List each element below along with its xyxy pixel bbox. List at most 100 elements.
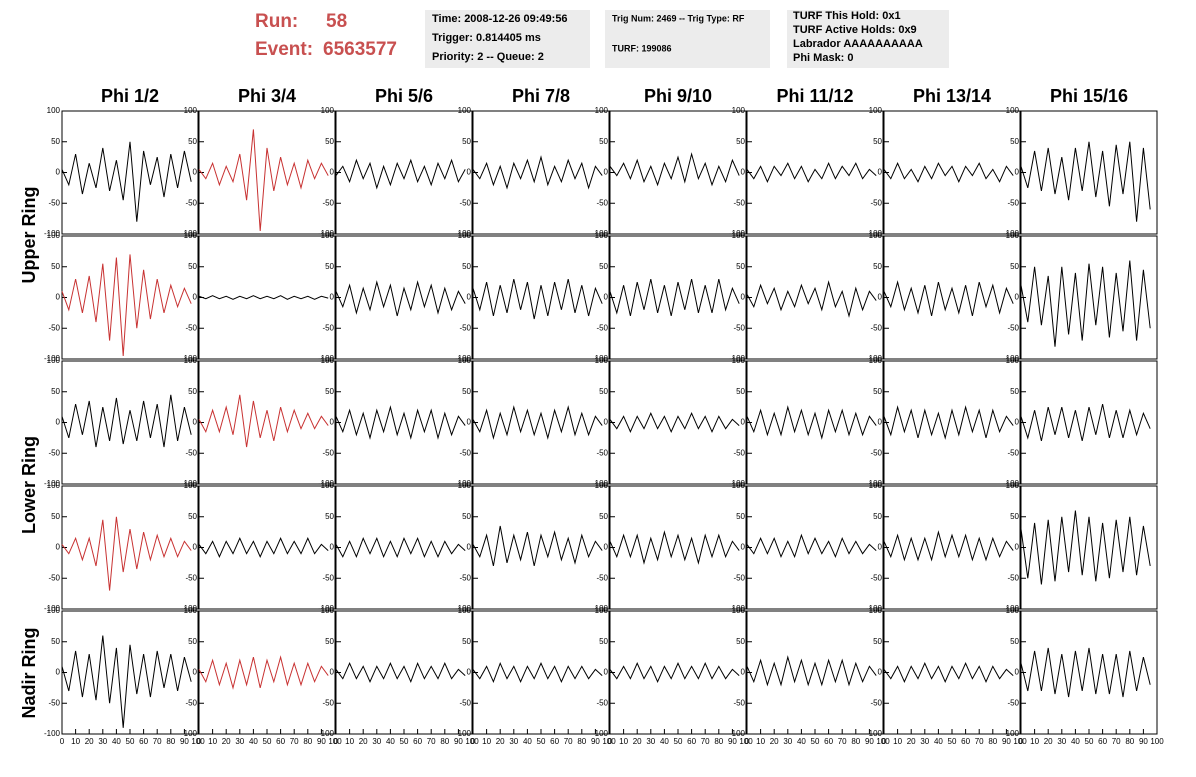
panel-frame [61,610,199,735]
y-tick-label: -100 [455,729,472,738]
y-tick-label: 50 [51,137,60,146]
y-tick-label: 0 [604,543,609,552]
waveform [746,655,877,687]
x-tick-label: 100 [465,737,479,746]
waveform [883,530,1014,562]
panel-frame [609,610,747,735]
y-tick-label: 50 [1010,387,1019,396]
panel-frame [746,485,884,610]
x-tick-label: 0 [882,737,887,746]
y-tick-label: 100 [184,606,198,615]
x-tick-label: 30 [509,737,518,746]
y-tick-label: -50 [733,698,745,707]
x-tick-label: 20 [907,737,916,746]
x-tick-label: 50 [811,737,820,746]
x-tick-label: 60 [824,737,833,746]
x-tick-label: 10 [1030,737,1039,746]
y-tick-label: 0 [56,418,61,427]
x-tick-label: 70 [427,737,436,746]
y-tick-label: 50 [188,262,197,271]
x-tick-label: 60 [550,737,559,746]
panel-frame [883,360,1021,485]
ring-label: Nadir Ring [19,627,39,718]
y-tick-label: 0 [741,168,746,177]
y-tick-label: -100 [455,354,472,363]
waveform [61,635,192,728]
waveform [746,280,877,318]
panel-frame [472,610,610,735]
x-tick-label: 60 [413,737,422,746]
info-line: TURF This Hold: 0x1 [793,10,901,22]
x-tick-label: 50 [674,737,683,746]
panel-frame [1020,610,1158,735]
x-tick-label: 80 [303,737,312,746]
y-tick-label: -50 [48,573,60,582]
y-tick-label: -50 [322,198,334,207]
x-tick-label: 100 [602,737,616,746]
y-tick-label: -100 [866,229,883,238]
y-tick-label: 100 [732,231,746,240]
x-tick-label: 20 [359,737,368,746]
column-title: Phi 1/2 [101,86,159,106]
y-tick-label: 50 [736,387,745,396]
y-tick-label: 100 [732,606,746,615]
y-tick-label: -50 [322,448,334,457]
y-tick-label: 50 [873,387,882,396]
y-tick-label: 100 [321,231,335,240]
info-line: Trig Num: 2469 -- Trig Type: RF [612,13,745,23]
x-tick-label: 80 [440,737,449,746]
x-tick-label: 0 [334,737,339,746]
y-tick-label: 100 [321,356,335,365]
waveform [61,516,192,591]
x-tick-label: 0 [1019,737,1024,746]
event-value: 6563577 [323,39,397,60]
panel-frame [609,110,747,235]
y-tick-label: 100 [458,231,472,240]
y-tick-label: -50 [459,198,471,207]
y-tick-label: 0 [604,168,609,177]
info-box [787,10,949,68]
y-tick-label: -100 [866,729,883,738]
y-tick-label: 0 [193,668,198,677]
x-tick-label: 0 [608,737,613,746]
waveform [61,394,192,448]
panel-frame [198,360,336,485]
panel-frame [746,610,884,735]
x-tick-label: 70 [564,737,573,746]
y-tick-label: -100 [181,229,198,238]
waveform [883,162,1014,183]
y-tick-label: 0 [330,293,335,302]
panel-frame [335,485,473,610]
panel-frame [883,110,1021,235]
y-tick-label: -100 [592,229,609,238]
y-tick-label: 0 [604,668,609,677]
column-title: Phi 11/12 [776,86,853,106]
panel-frame [198,610,336,735]
y-tick-label: -50 [596,448,608,457]
y-tick-label: -100 [181,479,198,488]
panel-frame [609,485,747,610]
y-tick-label: -100 [592,604,609,613]
y-tick-label: 100 [595,606,609,615]
y-tick-label: 100 [184,231,198,240]
y-tick-label: -50 [185,573,197,582]
y-tick-label: -100 [455,479,472,488]
y-tick-label: -50 [48,698,60,707]
x-tick-label: 10 [208,737,217,746]
waveform [198,394,329,448]
y-tick-label: 50 [599,512,608,521]
x-tick-label: 10 [71,737,80,746]
y-tick-label: 50 [325,512,334,521]
waveform [609,152,740,187]
y-tick-label: 50 [1010,637,1019,646]
y-tick-label: 50 [599,387,608,396]
column-title: Phi 3/4 [238,86,296,106]
column-title: Phi 7/8 [512,86,570,106]
x-tick-label: 70 [701,737,710,746]
y-tick-label: 50 [599,637,608,646]
y-tick-label: 0 [878,418,883,427]
event-label: Event: [255,39,313,60]
y-tick-label: 50 [51,637,60,646]
x-tick-label: 40 [660,737,669,746]
panel-frame [335,235,473,360]
